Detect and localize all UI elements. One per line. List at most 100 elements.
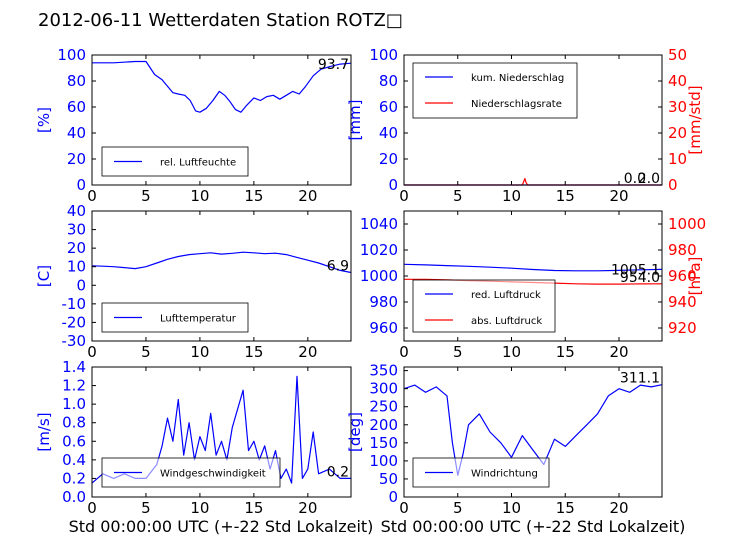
y-tick-label-winddirection: 0 [388, 488, 398, 506]
y-axis-label-winddirection: [deg] [346, 412, 364, 452]
y-axis-label-windspeed: [m/s] [35, 412, 53, 451]
end-value-temperature-0: 6.9 [327, 258, 349, 274]
y-tick-label-pressure: 1000 [360, 267, 398, 285]
x-tick-label-windspeed: 5 [141, 499, 151, 517]
y2-tick-label-precipitation: 0 [668, 176, 678, 194]
y-tick-label-windspeed: 1.0 [62, 395, 86, 413]
y-tick-label-windspeed: 0.6 [62, 432, 86, 450]
y-tick-label-winddirection: 150 [369, 434, 398, 452]
end-value-windspeed-0: 0.2 [327, 464, 349, 480]
y2-tick-label-precipitation: 10 [668, 150, 687, 168]
y-tick-label-temperature: 20 [67, 239, 86, 257]
legend-label-windspeed-0: Windgeschwindigkeit [160, 469, 266, 480]
end-value-pressure-0: 1005.1 [611, 262, 660, 278]
axes-frame-precipitation [403, 54, 663, 186]
y-tick-label-temperature: 30 [67, 221, 86, 239]
y-tick-label-windspeed: 0.8 [62, 414, 86, 432]
y-tick-label-precipitation: 20 [379, 150, 398, 168]
y-tick-label-pressure: 980 [369, 293, 398, 311]
y-tick-label-winddirection: 300 [369, 380, 398, 398]
x-tick-label-windspeed: 0 [87, 499, 97, 517]
legend-label-precipitation-1: Niederschlagsrate [471, 99, 562, 110]
x-tick-label-pressure: 5 [453, 343, 463, 361]
y-tick-label-pressure: 960 [369, 319, 398, 337]
y-tick-label-humidity: 80 [67, 72, 86, 90]
x-tick-label-temperature: 0 [87, 343, 97, 361]
x-tick-label-windspeed: 10 [190, 499, 209, 517]
legend-label-precipitation-0: kum. Niederschlag [471, 73, 564, 84]
y-tick-label-humidity: 20 [67, 150, 86, 168]
panel-precipitation: 0 5 10 15 20 0 20 40 60 80 100 [mm] 0 10 20 30 40 50 [mm/s… [346, 46, 704, 205]
y-tick-label-temperature: -20 [62, 313, 87, 331]
y-tick-label-humidity: 40 [67, 124, 86, 142]
y-tick-label-windspeed: 0.0 [62, 488, 86, 506]
y-tick-label-windspeed: 0.4 [62, 451, 86, 469]
y-tick-label-temperature: 10 [67, 258, 86, 276]
x-tick-label-precipitation: 5 [453, 187, 463, 205]
axes-frame-humidity [91, 54, 352, 186]
axes-frame-windspeed [91, 366, 352, 498]
end-value-precipitation-1: 2.0 [638, 171, 660, 187]
x-tick-label-precipitation: 0 [399, 187, 409, 205]
axes-frame-winddirection [403, 366, 663, 498]
y-tick-label-temperature: -30 [62, 332, 87, 350]
y2-tick-label-precipitation: 40 [668, 72, 687, 90]
x-tick-label-winddirection: 5 [453, 499, 463, 517]
panel-winddirection: 0 5 10 15 20050100150200250300350[deg]Windri… [346, 362, 663, 517]
x-tick-label-pressure: 10 [502, 343, 521, 361]
y2-tick-label-pressure: 960 [668, 267, 697, 285]
y2-tick-label-precipitation: 50 [668, 46, 687, 64]
x-tick-label-humidity: 15 [244, 187, 263, 205]
x-tick-label-humidity: 0 [87, 187, 97, 205]
panel-windspeed: 0 5 10 15 200.00.20.40.60.81.01.21.4[m/s]Win… [35, 358, 352, 517]
y-tick-label-precipitation: 0 [388, 176, 398, 194]
series-line-pressure-0 [403, 263, 663, 272]
x-tick-label-humidity: 20 [298, 187, 317, 205]
legend-label-temperature-0: Lufttemperatur [160, 314, 237, 325]
y2-tick-label-pressure: 920 [668, 319, 697, 337]
y-tick-label-winddirection: 250 [369, 398, 398, 416]
y2-tick-label-pressure: 1000 [668, 215, 706, 233]
panel-humidity: 0 5 10 15 20 0 20 40 60 80 100 [%] rel. Luftfeuchte 9… [35, 46, 352, 205]
y-tick-label-windspeed: 1.2 [62, 377, 86, 395]
y-axis-label-precipitation: [mm] [346, 100, 364, 141]
x-tick-label-precipitation: 20 [609, 187, 628, 205]
x-tick-label-humidity: 5 [141, 187, 151, 205]
x-tick-label-pressure: 0 [399, 343, 409, 361]
y-axis-label-humidity: [%] [35, 107, 53, 133]
figure-title: 2012-06-11 Wetterdaten Station ROTZ□ [38, 10, 403, 31]
panel-temperature: 0 5 10 15 20-30-20-10010203040[C]Lufttempera… [35, 202, 352, 361]
y2-tick-label-pressure: 980 [668, 241, 697, 259]
legend-box-precipitation [412, 62, 578, 119]
legend-label-pressure-1: abs. Luftdruck [471, 316, 542, 327]
y-tick-label-winddirection: 200 [369, 416, 398, 434]
x-tick-label-winddirection: 15 [556, 499, 575, 517]
y-tick-label-temperature: -10 [62, 295, 87, 313]
x-tick-label-temperature: 20 [298, 343, 317, 361]
x-tick-label-temperature: 5 [141, 343, 151, 361]
y-tick-label-humidity: 0 [76, 176, 86, 194]
x-axis-label-right: Std 00:00:00 UTC (+-22 Std Lokalzeit) [381, 517, 686, 536]
x-tick-label-pressure: 20 [609, 343, 628, 361]
y-tick-label-humidity: 100 [57, 46, 86, 64]
series-line-winddirection-0 [403, 384, 663, 476]
x-tick-label-pressure: 15 [556, 343, 575, 361]
y-tick-label-windspeed: 1.4 [62, 358, 86, 376]
x-tick-label-windspeed: 20 [298, 499, 317, 517]
y-tick-label-winddirection: 350 [369, 362, 398, 380]
x-tick-label-winddirection: 20 [609, 499, 628, 517]
legend-box-pressure [412, 279, 556, 333]
y-tick-label-temperature: 0 [76, 276, 86, 294]
legend-label-humidity-0: rel. Luftfeuchte [160, 158, 236, 169]
series-line-windspeed-0 [91, 375, 351, 484]
y2-tick-label-pressure: 940 [668, 293, 697, 311]
y2-tick-label-precipitation: 20 [668, 124, 687, 142]
panel-pressure: 0 5 10 15 20 960 980 1000 1020 1040 920 940 960 980 10… [360, 210, 706, 361]
y-tick-label-precipitation: 80 [379, 72, 398, 90]
y2-axis-label-pressure: [hPa] [686, 257, 704, 296]
end-value-pressure-1: 954.0 [620, 270, 660, 286]
x-tick-label-temperature: 15 [244, 343, 263, 361]
x-tick-label-winddirection: 0 [399, 499, 409, 517]
legend-label-winddirection-0: Windrichtung [471, 469, 538, 480]
